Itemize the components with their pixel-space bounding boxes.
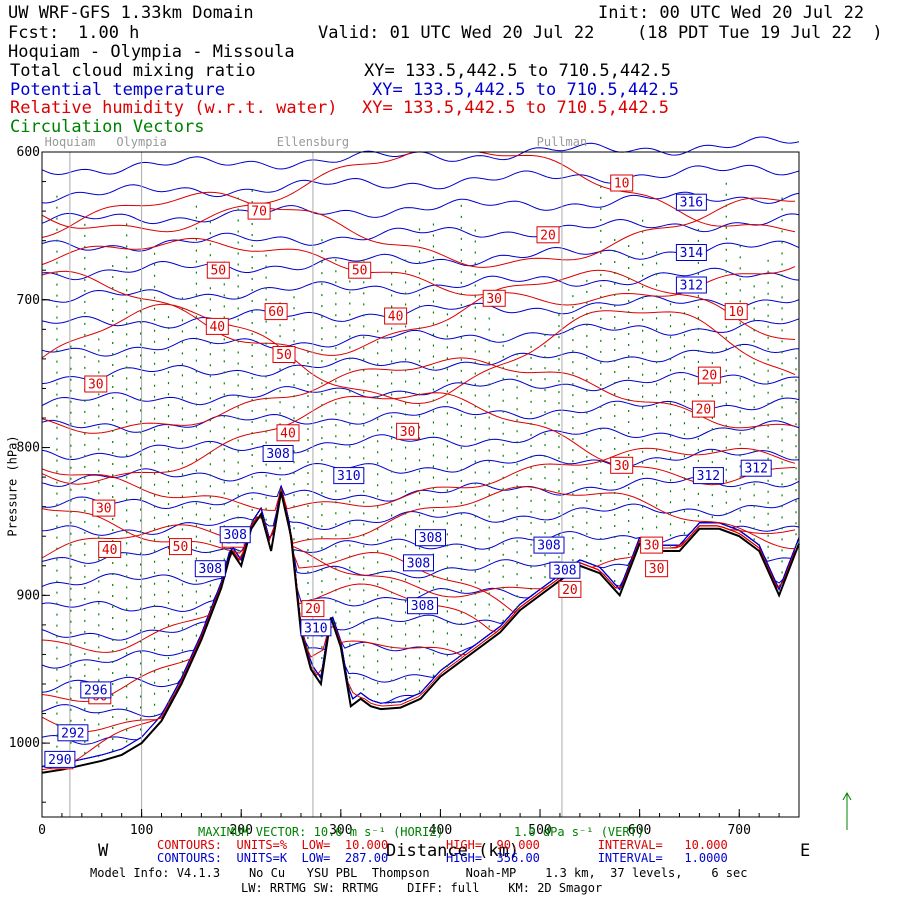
rh-contour-label: 30 [88,378,104,393]
rh-contour-label: 20 [305,602,321,617]
theta-contour-line [42,486,799,612]
theta-contour-label: 308 [223,528,246,543]
max-vector-vert-text: 1.0 dPa s⁻¹ (VERT) [514,826,644,838]
rh-contour-label: 50 [276,348,292,363]
theta-contour-label: 308 [419,531,442,546]
theta-contour-info: CONTOURS: UNITS=K LOW= 287.00 HIGH= 356.… [157,852,728,864]
theta-contour-label: 308 [553,564,576,579]
y-axis-label: Pressure (hPa) [7,435,19,536]
rh-contour-label: 70 [251,205,267,220]
rh-contour-label: 30 [644,539,660,554]
rh-contour-line [42,448,795,510]
theta-contour-label: 314 [680,246,704,261]
theta-contour-line [42,344,799,383]
rh-contour-label: 30 [649,562,665,577]
theta-contour-label: 316 [680,196,703,211]
rh-contour-label: 40 [209,320,225,335]
theta-contour-line [42,486,799,767]
y-tick-label: 600 [17,145,40,160]
theta-contour-label: 292 [61,726,84,741]
rh-contour-label: 30 [96,502,112,517]
y-tick-label: 800 [17,441,40,456]
location-label: Ellensburg [277,135,349,149]
rh-contour-label: 60 [268,305,284,320]
location-label: Olympia [116,135,167,149]
rh-contour-label: 30 [486,292,502,307]
rh-contour-label: 20 [702,369,718,384]
theta-contour-label: 310 [304,621,327,636]
theta-contour-line [42,486,799,744]
reference-vector-arrow [843,793,851,830]
x-tick-label: 0 [38,823,46,838]
rh-contour-line [42,358,795,433]
rh-contour-label: 30 [400,425,416,440]
theta-contour-label: 296 [84,683,107,698]
theta-contour-label: 308 [199,562,222,577]
theta-contour-line [42,486,799,692]
y-tick-label: 700 [17,293,40,308]
theta-contour-label: 312 [697,469,720,484]
theta-contour-line [42,486,799,535]
theta-contour-label: 290 [48,753,71,768]
rh-contour-label: 50 [173,540,189,555]
rh-contour-label: 50 [210,264,226,279]
east-label: E [800,843,810,860]
max-vector-text: MAXIMUM VECTOR: 10.6 m s⁻¹ (HORIZ) [198,826,444,838]
theta-contour-label: 308 [266,447,289,462]
rh-contour-info: CONTOURS: UNITS=% LOW= 10.000 HIGH= 90.0… [157,839,728,851]
rh-contour-label: 40 [102,543,118,558]
theta-contour-label: 312 [680,279,703,294]
y-tick-label: 1000 [9,736,40,751]
x-tick-label: 100 [130,823,153,838]
location-label: Hoquiam [45,135,96,149]
theta-contour-line [42,477,799,508]
theta-contour-label: 308 [407,556,430,571]
physics-info: LW: RRTMG SW: RRTMG DIFF: full KM: 2D Sm… [241,882,602,894]
theta-contour-line [42,486,799,767]
location-label: Pullman [537,135,588,149]
rh-contour-label: 50 [352,264,368,279]
y-tick-label: 900 [17,588,40,603]
theta-contour-label: 310 [337,469,360,484]
theta-contour-line [42,373,799,406]
rh-contour-label: 20 [696,403,712,418]
rh-contour-label: 20 [540,228,556,243]
theta-contour-label: 308 [537,539,560,554]
rh-contour-label: 40 [280,426,296,441]
rh-contour-label: 20 [562,583,578,598]
x-tick-label: 700 [727,823,750,838]
theta-contour-line [42,486,799,563]
west-label: W [98,843,108,860]
rh-contour-label: 40 [388,310,404,325]
rh-contour-label: 30 [614,459,630,474]
rh-contour-label: 10 [614,177,630,192]
theta-contour-line [42,486,799,766]
theta-contour-label: 308 [411,599,434,614]
rh-contour-label: 10 [728,305,744,320]
model-info: Model Info: V4.1.3 No Cu YSU PBL Thompso… [90,867,747,879]
theta-contour-label: 312 [744,462,767,477]
